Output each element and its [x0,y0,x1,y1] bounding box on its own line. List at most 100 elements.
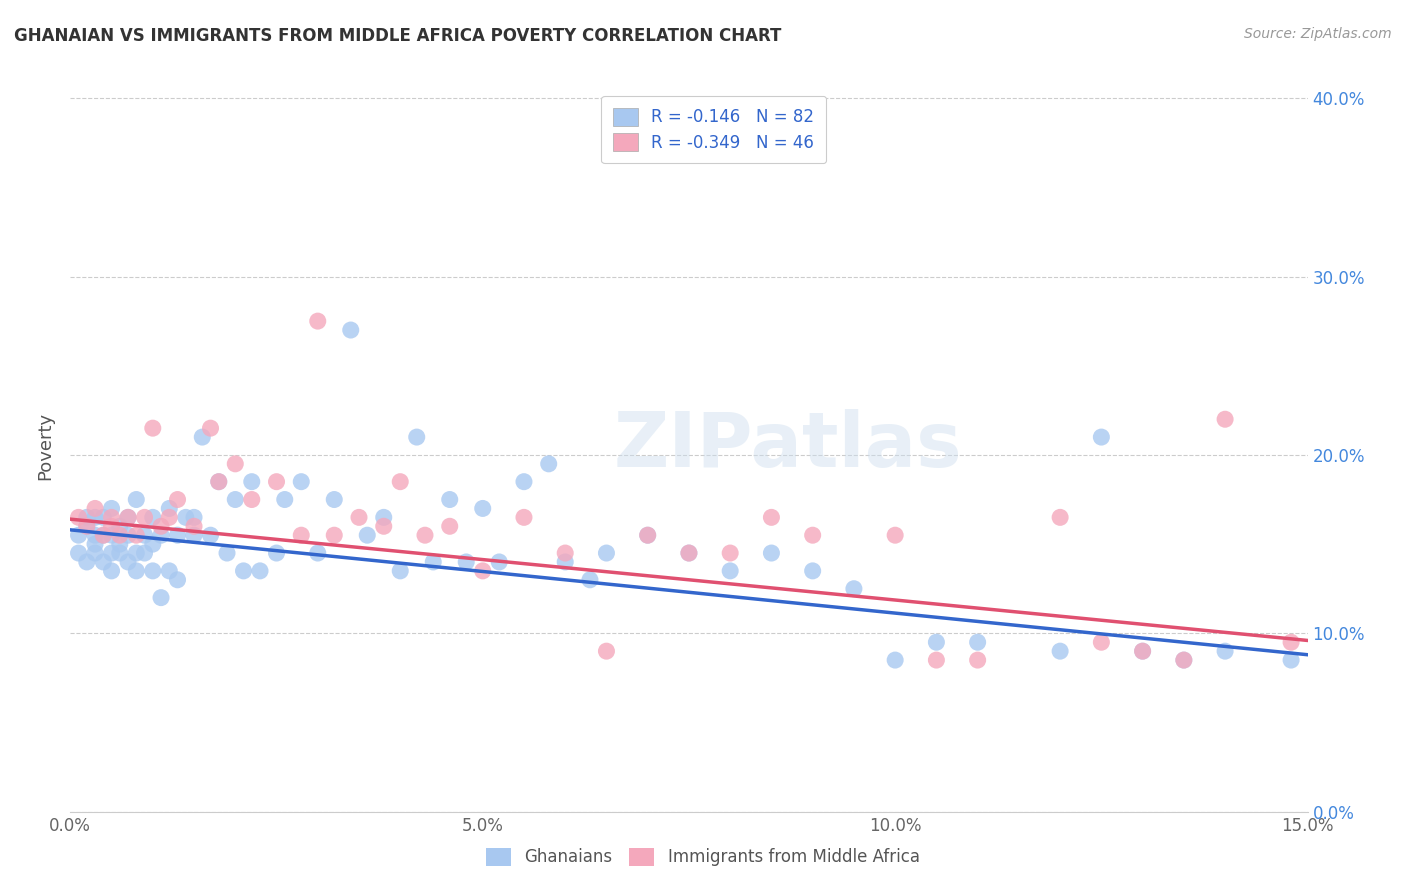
Point [718,564,741,578]
Point [925,635,948,649]
Point [183,528,205,542]
Point [1132,644,1154,658]
Point [373,519,395,533]
Point [100,528,122,542]
Point [405,430,427,444]
Point [439,519,461,533]
Point [157,564,180,578]
Point [471,564,494,578]
Point [166,492,188,507]
Point [389,564,412,578]
Point [84,546,107,560]
Point [389,475,412,489]
Point [266,475,288,489]
Point [373,510,395,524]
Legend: R = -0.146   N = 82, R = -0.349   N = 46: R = -0.146 N = 82, R = -0.349 N = 46 [602,96,825,163]
Point [1090,430,1112,444]
Y-axis label: Poverty: Poverty [37,412,55,480]
Point [142,537,165,551]
Point [125,492,148,507]
Point [215,546,238,560]
Point [678,546,700,560]
Point [1213,412,1236,426]
Point [224,457,246,471]
Point [307,314,329,328]
Point [108,528,131,542]
Point [761,510,783,524]
Point [718,546,741,560]
Point [249,564,271,578]
Point [117,510,139,524]
Point [108,519,131,533]
Point [100,546,122,560]
Point [125,546,148,560]
Point [67,528,90,542]
Point [307,546,329,560]
Point [801,564,824,578]
Point [84,510,107,524]
Point [554,555,576,569]
Point [1049,644,1071,658]
Point [884,528,907,542]
Point [1279,653,1302,667]
Point [157,510,180,524]
Point [801,528,824,542]
Point [174,510,197,524]
Point [191,430,214,444]
Point [266,546,288,560]
Point [166,573,188,587]
Point [142,564,165,578]
Point [134,528,156,542]
Point [488,555,510,569]
Point [125,564,148,578]
Point [150,528,173,542]
Point [323,528,346,542]
Point [67,546,90,560]
Point [842,582,865,596]
Point [422,555,444,569]
Point [108,537,131,551]
Point [232,564,254,578]
Point [91,510,114,524]
Point [208,475,231,489]
Point [1173,653,1195,667]
Point [240,492,263,507]
Point [274,492,297,507]
Point [150,591,173,605]
Point [347,510,370,524]
Point [84,501,107,516]
Point [678,546,700,560]
Point [84,528,107,542]
Point [134,546,156,560]
Point [456,555,478,569]
Point [142,421,165,435]
Point [76,519,98,533]
Point [150,519,173,533]
Point [200,528,222,542]
Point [595,644,617,658]
Point [76,555,98,569]
Legend: Ghanaians, Immigrants from Middle Africa: Ghanaians, Immigrants from Middle Africa [478,839,928,875]
Point [240,475,263,489]
Point [183,510,205,524]
Point [125,528,148,542]
Point [1213,644,1236,658]
Point [91,528,114,542]
Point [290,475,312,489]
Point [100,501,122,516]
Point [439,492,461,507]
Point [884,653,907,667]
Point [100,519,122,533]
Point [117,528,139,542]
Point [108,546,131,560]
Text: Source: ZipAtlas.com: Source: ZipAtlas.com [1244,27,1392,41]
Point [142,510,165,524]
Point [134,510,156,524]
Point [413,528,436,542]
Point [1279,635,1302,649]
Point [290,528,312,542]
Point [1132,644,1154,658]
Text: ZIPatlas: ZIPatlas [613,409,962,483]
Point [1090,635,1112,649]
Point [183,519,205,533]
